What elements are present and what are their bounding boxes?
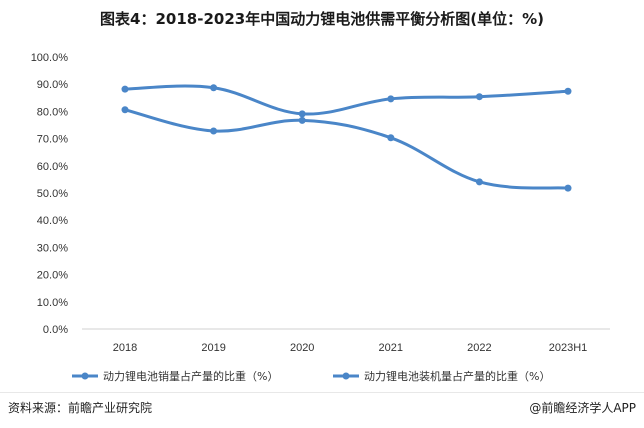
brand-note: @前瞻经济学人APP (529, 401, 636, 415)
y-tick-label: 70.0% (37, 134, 68, 146)
data-point (121, 85, 129, 93)
data-point (564, 184, 572, 192)
legend: 动力锂电池销量占产量的比重（%） 动力锂电池装机量占产量的比重（%） (72, 369, 550, 383)
data-point (564, 87, 572, 95)
y-tick-label: 90.0% (37, 79, 68, 91)
x-tick-label: 2018 (113, 342, 137, 354)
series-2 (121, 106, 572, 192)
legend-marker (81, 372, 89, 380)
series-1 (121, 84, 572, 118)
data-point (121, 106, 129, 114)
y-tick-label: 0.0% (43, 324, 68, 336)
y-tick-label: 60.0% (37, 161, 68, 173)
data-point (475, 178, 483, 186)
series-line (123, 84, 570, 116)
series-group (121, 84, 572, 192)
x-axis-ticks: 2018 2019 2020 2021 2022 2023H1 (113, 342, 588, 354)
x-tick-label: 2022 (467, 342, 491, 354)
source-note: 资料来源：前瞻产业研究院 (8, 401, 153, 415)
y-tick-label: 20.0% (37, 270, 68, 282)
x-tick-label: 2019 (201, 342, 225, 354)
data-point (387, 134, 395, 142)
y-axis-ticks: 0.0% 10.0% 20.0% 30.0% 40.0% 50.0% 60.0% 70.0% 8… (31, 52, 69, 336)
y-tick-label: 80.0% (37, 106, 68, 118)
data-point (298, 110, 306, 118)
y-tick-label: 100.0% (31, 52, 69, 64)
y-tick-label: 40.0% (37, 215, 68, 227)
y-tick-label: 30.0% (37, 242, 68, 254)
data-point (298, 116, 306, 124)
y-tick-label: 10.0% (37, 297, 68, 309)
data-point (210, 127, 218, 135)
legend-marker (342, 372, 350, 380)
y-tick-label: 50.0% (37, 188, 68, 200)
data-point (387, 95, 395, 103)
x-tick-label: 2020 (290, 342, 314, 354)
data-point (475, 93, 483, 101)
legend-item-2: 动力锂电池装机量占产量的比重（%） (333, 369, 550, 383)
footer-divider (0, 392, 644, 393)
series-line (123, 108, 570, 190)
data-point (210, 84, 218, 92)
legend-label: 动力锂电池销量占产量的比重（%） (103, 369, 278, 383)
legend-label: 动力锂电池装机量占产量的比重（%） (364, 369, 550, 383)
x-tick-label: 2021 (379, 342, 403, 354)
chart-title: 图表4：2018-2023年中国动力锂电池供需平衡分析图(单位：%) (100, 10, 544, 28)
x-tick-label: 2023H1 (549, 342, 588, 354)
legend-item-1: 动力锂电池销量占产量的比重（%） (72, 369, 278, 383)
